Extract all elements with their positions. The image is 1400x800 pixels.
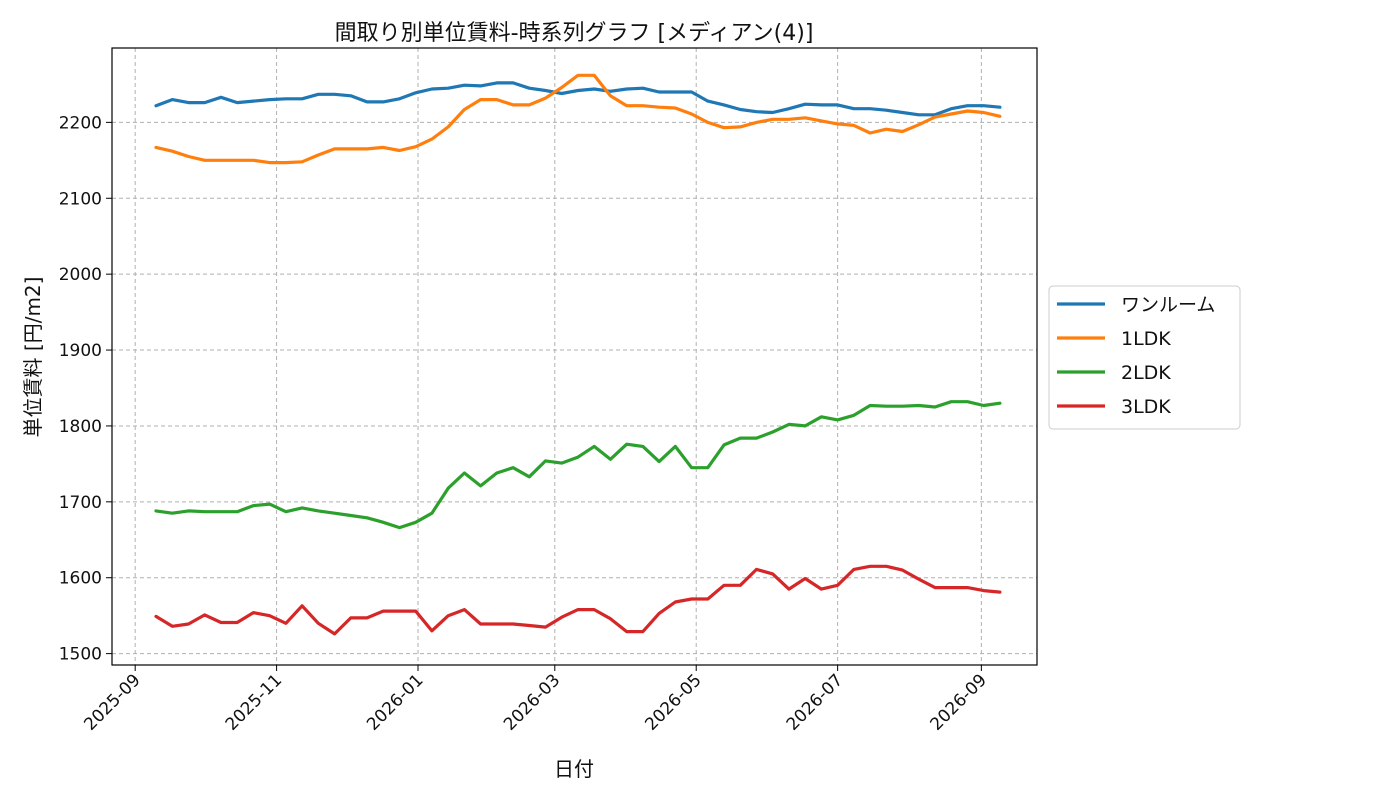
y-tick-label: 2000: [59, 265, 102, 285]
y-tick-label: 1900: [59, 341, 102, 361]
series-lines: [154, 73, 1002, 636]
series-line-ワンルーム: [154, 81, 1002, 117]
y-tick-label: 1600: [59, 569, 102, 589]
chart-title: 間取り別単位賃料-時系列グラフ [メディアン(4)]: [335, 21, 814, 46]
plot-area: [111, 47, 1038, 666]
y-axis-title: 単位賃料 [円/m2]: [21, 277, 45, 438]
series-line-2LDK: [154, 400, 1002, 530]
y-tick-label: 1800: [59, 417, 102, 437]
y-tick-label: 2200: [59, 113, 102, 133]
series-line-1LDK: [154, 73, 1002, 165]
legend-label: ワンルーム: [1121, 294, 1215, 316]
x-axis-title: 日付: [554, 757, 594, 781]
y-axis-ticks: 1500 1600 1700 1800 1900 2000 2100 2200: [59, 113, 112, 665]
series-line-3LDK: [154, 564, 1002, 636]
legend-label: 1LDK: [1121, 328, 1171, 350]
legend-label: 3LDK: [1121, 396, 1171, 418]
grid: [112, 48, 1037, 665]
y-tick-label: 2100: [59, 189, 102, 209]
legend-box: [1048, 285, 1241, 430]
y-tick-label: 1500: [59, 645, 102, 665]
legend: ワンルーム 1LDK 2LDK 3LDK: [1048, 285, 1241, 430]
y-tick-label: 1700: [59, 493, 102, 513]
legend-label: 2LDK: [1121, 362, 1171, 384]
